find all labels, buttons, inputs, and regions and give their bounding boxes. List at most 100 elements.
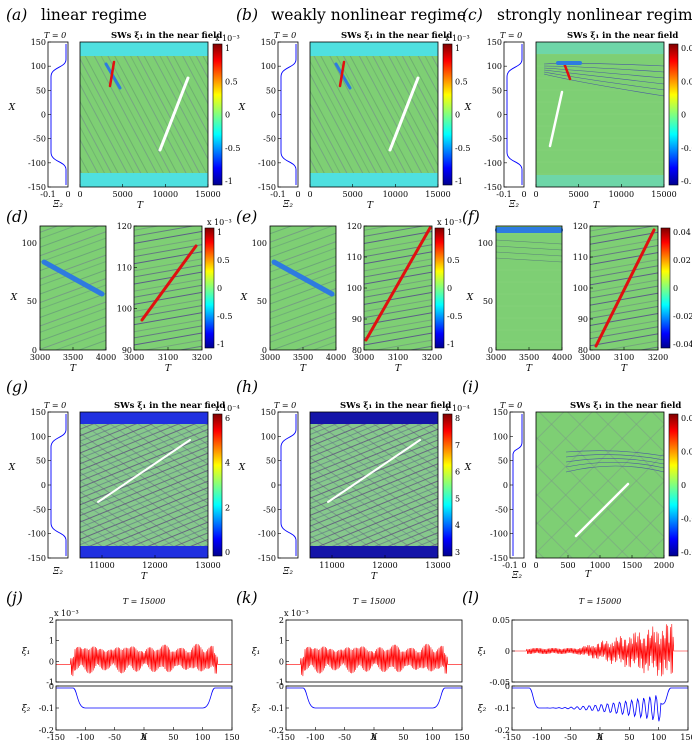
x-ticks-a-label: 5000 bbox=[112, 190, 132, 199]
y-ticks-r-f-label: 110 bbox=[573, 253, 588, 262]
near-field-title-c: SWs ξ₁ in the near field bbox=[567, 31, 678, 41]
colorbar-zoom-e-label: 0 bbox=[447, 284, 452, 293]
field-frame-a bbox=[79, 41, 209, 188]
panel-label-h: (h) bbox=[236, 378, 258, 396]
near-field-title-g: SWs ξ₁ in the near field bbox=[114, 401, 225, 411]
x-ticks-g-label: 12000 bbox=[142, 561, 167, 570]
field-b bbox=[310, 42, 438, 187]
xi1-y-ticks-j-label: 1 bbox=[49, 637, 54, 646]
x-ticks-c-label: 15000 bbox=[651, 190, 676, 199]
red-marker-c bbox=[562, 61, 572, 81]
x-ticks-j-label: -50 bbox=[108, 733, 121, 740]
field-band-top-b bbox=[310, 42, 438, 56]
profile-tick-c: -0.1 bbox=[496, 190, 511, 199]
xi2-axis-label-k: ξ₂ bbox=[252, 704, 261, 714]
profile-tick-zero-a: 0 bbox=[65, 190, 70, 199]
x-ticks-l-d-label: 3500 bbox=[63, 353, 83, 362]
y-ticks-i-label: -50 bbox=[495, 505, 508, 514]
y-ticks-a-label: 150 bbox=[31, 38, 46, 47]
y-ticks-g-label: -100 bbox=[28, 530, 46, 539]
field-band-top-a bbox=[80, 42, 208, 56]
y-ticks-c-label: 0 bbox=[497, 111, 502, 120]
xi2-label-g: Ξ₂ bbox=[52, 567, 63, 577]
y-ticks-b-label: 100 bbox=[261, 62, 276, 71]
t0-label-g: T = 0 bbox=[44, 401, 66, 410]
x-ticks-k-label: -100 bbox=[306, 733, 324, 740]
near-field-title-h: SWs ξ₁ in the near field bbox=[340, 401, 451, 411]
field-overlay-g bbox=[80, 412, 208, 558]
x-ticks-l-label: 50 bbox=[624, 733, 634, 740]
colorbar-g bbox=[212, 413, 223, 557]
y-ticks-h-label: -100 bbox=[258, 530, 276, 539]
field-i bbox=[536, 412, 664, 558]
x-ticks-r-f-label: 3000 bbox=[580, 353, 600, 362]
time-label-j: T = 15000 bbox=[123, 597, 166, 606]
soliton-ray-i bbox=[565, 461, 665, 469]
field-band-bottom-g bbox=[80, 546, 208, 558]
x-ticks-b-label: 5000 bbox=[342, 190, 362, 199]
y-axis-label-c: X bbox=[464, 103, 472, 113]
field-band-bottom-c bbox=[536, 175, 664, 187]
y-ticks-r-e-label: 100 bbox=[347, 284, 362, 293]
y-ticks-c-label: 50 bbox=[492, 86, 502, 95]
xi1-signal-l bbox=[512, 623, 688, 677]
x-axis-label-l-e: T bbox=[300, 364, 307, 374]
y-ticks-i-label: -150 bbox=[490, 554, 508, 563]
colorbar-zoom-d-label: 0 bbox=[217, 284, 222, 293]
colorbar-zoom-f-label: -0.04 bbox=[673, 340, 692, 349]
xi2-signal-k bbox=[286, 687, 462, 709]
colorbar-a-label: 0.5 bbox=[225, 77, 238, 86]
x-ticks-l-f-label: 3000 bbox=[486, 353, 506, 362]
colorbar-zoom-d-label: 1 bbox=[217, 228, 222, 237]
y-ticks-i-label: 0 bbox=[503, 481, 508, 490]
xi2-label-c: Ξ₂ bbox=[508, 200, 519, 210]
field-frame-h bbox=[309, 411, 439, 559]
y-ticks-r-d-label: 90 bbox=[122, 346, 132, 355]
colorbar-c-label: 0 bbox=[681, 111, 686, 120]
soliton-ray-c bbox=[543, 69, 665, 85]
profile-tick-b: -0.1 bbox=[270, 190, 285, 199]
x-ticks-j-label: 0 bbox=[141, 733, 146, 740]
y-ticks-a-label: -100 bbox=[28, 159, 46, 168]
x-axis-label-r-f: T bbox=[621, 364, 628, 374]
blue-marker-zoom-e bbox=[271, 259, 335, 297]
y-ticks-g-label: -50 bbox=[33, 505, 46, 514]
colorbar-g-label: 0 bbox=[225, 548, 230, 557]
y-ticks-h-label: 100 bbox=[261, 432, 276, 441]
x-ticks-l-label: -150 bbox=[503, 733, 521, 740]
red-marker-zoom-d bbox=[140, 244, 198, 322]
y-ticks-r-f-label: 100 bbox=[573, 284, 588, 293]
panel-label-g: (g) bbox=[6, 378, 28, 396]
xi1-signal-k bbox=[285, 643, 462, 677]
colorbar-h-label: 7 bbox=[455, 441, 460, 450]
x-ticks-l-e-label: 4000 bbox=[326, 353, 346, 362]
x-ticks-g-label: 13000 bbox=[195, 561, 220, 570]
y-ticks-a-label: 50 bbox=[36, 86, 46, 95]
x-ticks-l-e-label: 3000 bbox=[260, 353, 280, 362]
ray-f bbox=[495, 251, 563, 257]
y-axis-label-b: X bbox=[238, 103, 246, 113]
x-ticks-i-label: 1500 bbox=[622, 561, 642, 570]
xi1-y-ticks-j-label: -1 bbox=[46, 678, 54, 687]
red-marker-zoom-f bbox=[594, 228, 656, 348]
x-ticks-c-label: 5000 bbox=[568, 190, 588, 199]
profile-tick-i: -0.1 bbox=[502, 561, 517, 570]
colorbar-c-label: 0.02 bbox=[681, 77, 692, 86]
y-ticks-g-label: 0 bbox=[41, 481, 46, 490]
colorbar-h-scale: x 10⁻⁴ bbox=[445, 404, 470, 413]
x-axis-label-b: T bbox=[367, 201, 374, 211]
red-marker-zoom-e bbox=[364, 226, 432, 342]
y-ticks-c-label: 150 bbox=[487, 38, 502, 47]
y-axis-label-i: X bbox=[464, 463, 472, 473]
colorbar-i-label: -0.02 bbox=[681, 515, 692, 524]
xi1-axis-label-k: ξ₁ bbox=[252, 647, 261, 657]
colorbar-c-label: -0.02 bbox=[681, 144, 692, 153]
soliton-ray-i bbox=[565, 454, 665, 461]
y-ticks-b-label: 0 bbox=[271, 111, 276, 120]
y-axis-label-a: X bbox=[8, 103, 16, 113]
y-ticks-r-d-label: 110 bbox=[117, 263, 132, 272]
x-ticks-a-label: 10000 bbox=[153, 190, 178, 199]
colorbar-a-label: -1 bbox=[225, 177, 233, 186]
colorbar-a-label: 1 bbox=[225, 44, 230, 53]
y-ticks-h-label: -50 bbox=[263, 505, 276, 514]
